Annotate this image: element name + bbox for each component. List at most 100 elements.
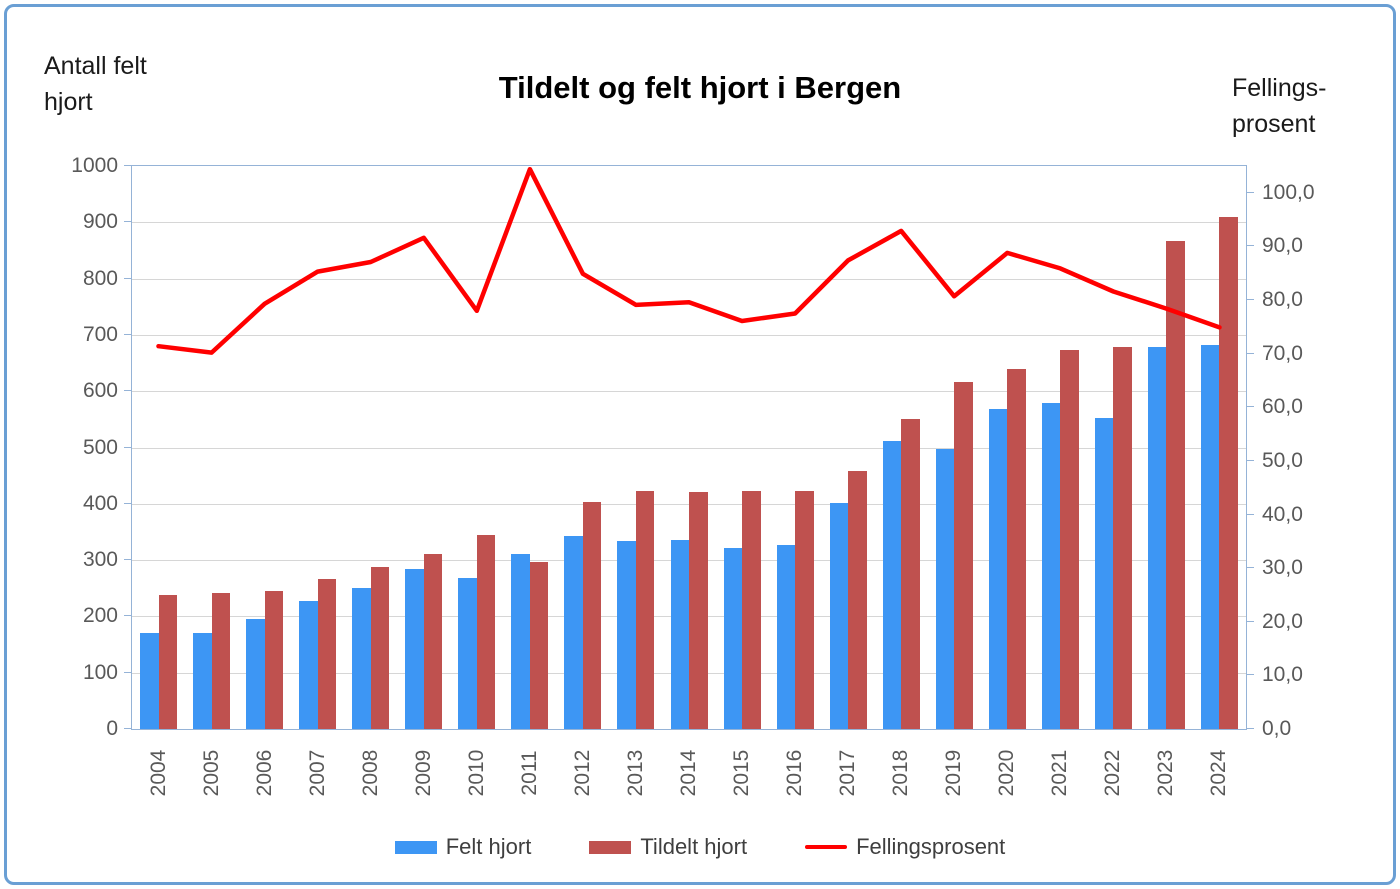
bar-tildelt-2023 <box>1166 241 1185 729</box>
x-axis-label-2006: 2006 <box>252 749 276 797</box>
left-axis-title: Antall felt hjort <box>44 48 147 120</box>
x-axis-label-2009: 2009 <box>411 749 435 797</box>
x-axis-label-2004: 2004 <box>146 749 170 797</box>
left-axis-tick-label: 900 <box>82 210 118 234</box>
left-axis-tickmark <box>124 221 131 223</box>
bar-tildelt-2013 <box>635 491 655 729</box>
legend-swatch-tildelt-hjort <box>589 840 632 854</box>
gridline <box>132 447 1246 449</box>
bar-felt-2006 <box>246 619 265 729</box>
x-axis-label-2012: 2012 <box>570 749 594 797</box>
right-axis-tick-label: 70,0 <box>1262 341 1303 365</box>
right-axis-title-line1: Fellings- <box>1232 74 1327 102</box>
bar-felt-2024 <box>1200 345 1220 729</box>
left-axis-tick-label: 300 <box>82 548 118 572</box>
right-axis-tickmark <box>1247 567 1254 569</box>
gridline <box>132 334 1246 336</box>
bar-tildelt-2015 <box>742 491 761 729</box>
right-axis-tick-label: 90,0 <box>1262 234 1303 258</box>
left-axis-tickmark <box>124 333 131 335</box>
left-axis-tick-label: 1000 <box>71 154 118 177</box>
gridline <box>132 222 1246 224</box>
x-axis-label-2021: 2021 <box>1048 749 1072 797</box>
bar-felt-2019 <box>935 449 955 729</box>
left-axis-tick-label: 200 <box>82 604 118 628</box>
right-axis-tickmark <box>1247 459 1254 461</box>
bar-tildelt-2014 <box>689 491 708 729</box>
right-axis-tick-label: 20,0 <box>1262 609 1303 633</box>
right-axis-tick-label: 80,0 <box>1262 288 1303 312</box>
right-axis-tick-label: 60,0 <box>1262 395 1303 419</box>
left-axis-tick-label: 100 <box>82 660 118 684</box>
right-axis-tick-label: 40,0 <box>1262 502 1303 526</box>
chart-title: Tildelt og felt hjort i Bergen <box>498 70 902 105</box>
x-axis-label-2022: 2022 <box>1101 749 1125 797</box>
bar-felt-2020 <box>988 409 1008 729</box>
x-axis-label-2017: 2017 <box>836 749 860 797</box>
right-axis-tickmark <box>1247 406 1254 408</box>
bar-tildelt-2009 <box>423 554 443 729</box>
bar-felt-2004 <box>140 633 159 729</box>
legend-label-tildelt-hjort: Tildelt hjort <box>640 834 748 859</box>
right-axis-tickmark <box>1247 674 1254 676</box>
legend-label-fellingsprosent: Fellingsprosent <box>856 834 1006 859</box>
bar-felt-2022 <box>1094 417 1114 729</box>
right-axis-tickmark <box>1247 191 1254 193</box>
right-axis-tick-label: 50,0 <box>1262 448 1303 472</box>
right-axis-tickmark <box>1247 299 1254 301</box>
right-axis-tickmark <box>1247 352 1254 354</box>
legend-item-tildelt-hjort: Tildelt hjort <box>589 834 747 860</box>
bar-tildelt-2020 <box>1007 368 1026 729</box>
x-axis-label-2024: 2024 <box>1207 749 1231 797</box>
right-axis-tick-label: 100,0 <box>1262 180 1315 204</box>
x-axis-label-2011: 2011 <box>517 750 541 796</box>
bar-tildelt-2008 <box>370 567 390 729</box>
x-axis-label-2016: 2016 <box>783 749 807 797</box>
left-axis-tick-label: 500 <box>82 435 118 459</box>
left-axis-tickmark <box>124 446 131 448</box>
bar-felt-2015 <box>723 548 743 729</box>
left-axis-tick-label: 400 <box>82 491 118 515</box>
bar-tildelt-2011 <box>529 561 549 729</box>
left-axis-tickmark <box>124 277 131 279</box>
legend-swatch-felt-hjort <box>394 840 437 854</box>
legend-label-felt-hjort: Felt hjort <box>445 834 532 859</box>
bar-tildelt-2022 <box>1113 347 1132 729</box>
bar-felt-2007 <box>299 601 318 729</box>
x-axis-label-2015: 2015 <box>730 749 754 797</box>
left-axis-tick-label: 800 <box>82 266 118 290</box>
bar-felt-2016 <box>776 544 796 729</box>
bar-felt-2023 <box>1147 346 1167 729</box>
legend-item-felt-hjort: Felt hjort <box>394 834 532 860</box>
bar-tildelt-2016 <box>795 491 814 729</box>
left-axis-title-line2: hjort <box>44 88 93 116</box>
bar-tildelt-2006 <box>264 590 284 729</box>
right-axis-tickmark <box>1247 513 1254 515</box>
right-axis-tick-label: 30,0 <box>1262 556 1303 580</box>
bar-tildelt-2007 <box>317 579 337 729</box>
right-axis-tickmark <box>1247 620 1254 622</box>
bar-felt-2014 <box>670 540 689 729</box>
bar-felt-2008 <box>352 588 371 729</box>
legend-item-fellingsprosent: Fellingsprosent <box>805 834 1005 860</box>
left-axis-tick-label: 700 <box>82 322 118 346</box>
x-axis-label-2013: 2013 <box>623 749 647 797</box>
left-axis-tickmark <box>124 615 131 617</box>
x-axis-label-2005: 2005 <box>199 749 223 797</box>
percent-line-layer <box>156 166 1222 355</box>
bar-felt-2013 <box>617 540 636 729</box>
left-axis-tickmark <box>124 671 131 673</box>
left-axis-tickmark <box>124 390 131 392</box>
gridline <box>132 391 1246 393</box>
bar-felt-2010 <box>458 577 477 729</box>
x-axis-label-2007: 2007 <box>305 749 329 797</box>
bar-felt-2005 <box>193 633 212 729</box>
left-axis-tickmark <box>124 502 131 504</box>
right-axis-tickmark <box>1247 245 1254 247</box>
left-axis-tick-label: 0 <box>106 717 118 740</box>
bar-felt-2018 <box>882 440 902 729</box>
bar-tildelt-2017 <box>848 470 867 729</box>
left-axis-tickmark <box>124 559 131 561</box>
bar-felt-2017 <box>829 503 849 729</box>
